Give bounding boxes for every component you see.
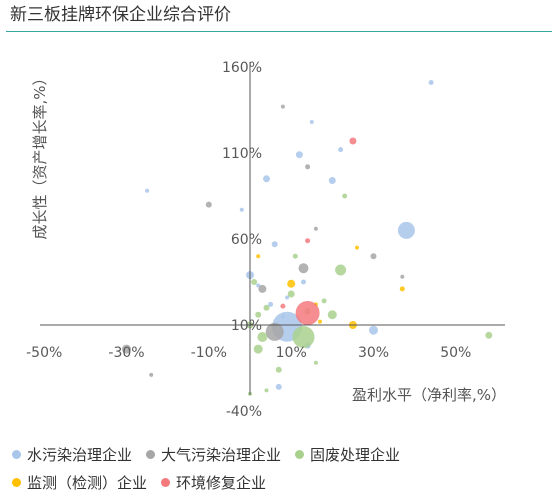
legend-item-remediation: 环境修复企业 <box>161 472 266 493</box>
air-bubble <box>370 253 377 260</box>
air-bubble <box>265 322 284 341</box>
solid-bubble <box>292 326 315 348</box>
x-tick-label: 10% <box>276 345 307 361</box>
x-tick-label: 30% <box>358 345 389 361</box>
water-bubble <box>295 151 303 159</box>
solid-bubble <box>253 344 263 354</box>
water-bubble <box>285 295 290 300</box>
solid-bubble <box>292 253 298 259</box>
legend-marker <box>12 477 21 487</box>
y-tick-label: 110% <box>222 146 262 162</box>
x-tick-label: 50% <box>440 345 471 361</box>
solid-bubble <box>335 264 347 276</box>
air-bubble <box>298 263 309 274</box>
legend-label: 固废处理企业 <box>310 445 401 464</box>
air-bubble <box>258 284 267 293</box>
title-divider <box>6 31 552 32</box>
solid-bubble <box>264 388 269 393</box>
water-bubble <box>369 325 378 335</box>
ticks-layer: -50% -30% -10% 10% 30% 50%160%110%60%10%-40% <box>26 60 471 420</box>
y-tick-label: 160% <box>222 60 262 76</box>
solid-bubble <box>313 360 318 365</box>
chart-title: 新三板挂牌环保企业综合评价 <box>10 5 231 25</box>
water-bubble <box>428 80 434 85</box>
legend-label: 环境修复企业 <box>176 473 267 492</box>
air-bubble <box>205 201 212 208</box>
water-bubble <box>145 188 150 193</box>
y-tick-label: 60% <box>231 232 262 248</box>
water-bubble <box>268 301 274 307</box>
legend-marker <box>161 477 171 487</box>
axes-layer <box>40 62 505 395</box>
legend-row: 监测（检测）企业 环境修复企业 <box>12 468 552 496</box>
legend-label: 大气污染治理企业 <box>161 445 282 464</box>
y-axis-label: 成长性（资产增长率,%） <box>31 70 49 239</box>
legend-item-solid: 固废处理企业 <box>295 444 400 465</box>
legend-label: 监测（检测）企业 <box>27 473 148 492</box>
water-bubble <box>263 175 270 183</box>
water-bubble <box>328 177 336 184</box>
remediation-bubble <box>280 303 286 309</box>
water-bubble <box>338 147 344 153</box>
solid-bubble <box>263 304 270 311</box>
solid-bubble <box>255 311 262 318</box>
bubbles-layer <box>122 80 493 396</box>
x-tick-label: -30% <box>108 345 144 361</box>
water-bubble <box>275 383 282 390</box>
scatter-plot: -50% -30% -10% 10% 30% 50%160%110%60%10%-40% … <box>26 60 506 420</box>
water-bubble <box>239 207 244 212</box>
x-axis-label: 盈利水平（净利率,%） <box>352 386 506 404</box>
water-bubble <box>256 283 261 288</box>
legend-item-monitor: 监测（检测）企业 <box>12 472 147 493</box>
monitor-bubble <box>287 279 296 288</box>
legend: 水污染治理企业 大气污染治理企业 固废处理企业监测（检测）企业 环境修复企业 <box>12 440 552 496</box>
monitor-bubble <box>355 245 359 250</box>
y-tick-label: 10% <box>231 318 262 334</box>
y-tick-label: -40% <box>226 404 262 420</box>
solid-bubble <box>327 310 337 320</box>
remediation-bubble <box>349 137 357 145</box>
legend-marker <box>12 449 21 459</box>
monitor-bubble <box>256 254 261 259</box>
legend-item-air: 大气污染治理企业 <box>146 444 281 465</box>
solid-bubble <box>485 331 493 339</box>
water-bubble <box>309 120 314 124</box>
legend-marker <box>146 449 156 459</box>
x-tick-label: -50% <box>26 345 62 361</box>
solid-bubble <box>251 279 258 285</box>
x-tick-label: -10% <box>191 345 227 361</box>
air-bubble <box>400 274 405 279</box>
air-bubble <box>122 344 131 354</box>
monitor-bubble <box>399 286 405 292</box>
solid-bubble <box>321 298 327 304</box>
solid-bubble <box>342 193 348 199</box>
legend-marker <box>295 449 305 459</box>
solid-bubble <box>257 332 268 342</box>
legend-row: 水污染治理企业 大气污染治理企业 固废处理企业 <box>12 440 552 468</box>
monitor-bubble <box>318 319 322 324</box>
legend-label: 水污染治理企业 <box>27 445 133 464</box>
air-bubble <box>280 104 285 109</box>
remediation-bubble <box>305 238 311 244</box>
remediation-bubble <box>295 301 320 325</box>
legend-item-water: 水污染治理企业 <box>12 444 132 465</box>
air-bubble <box>313 226 318 231</box>
air-bubble <box>149 372 154 377</box>
air-bubble <box>305 164 311 170</box>
water-bubble <box>397 221 415 239</box>
solid-bubble <box>275 366 282 373</box>
solid-bubble <box>287 290 295 298</box>
water-bubble <box>301 279 306 285</box>
water-bubble <box>271 241 278 248</box>
